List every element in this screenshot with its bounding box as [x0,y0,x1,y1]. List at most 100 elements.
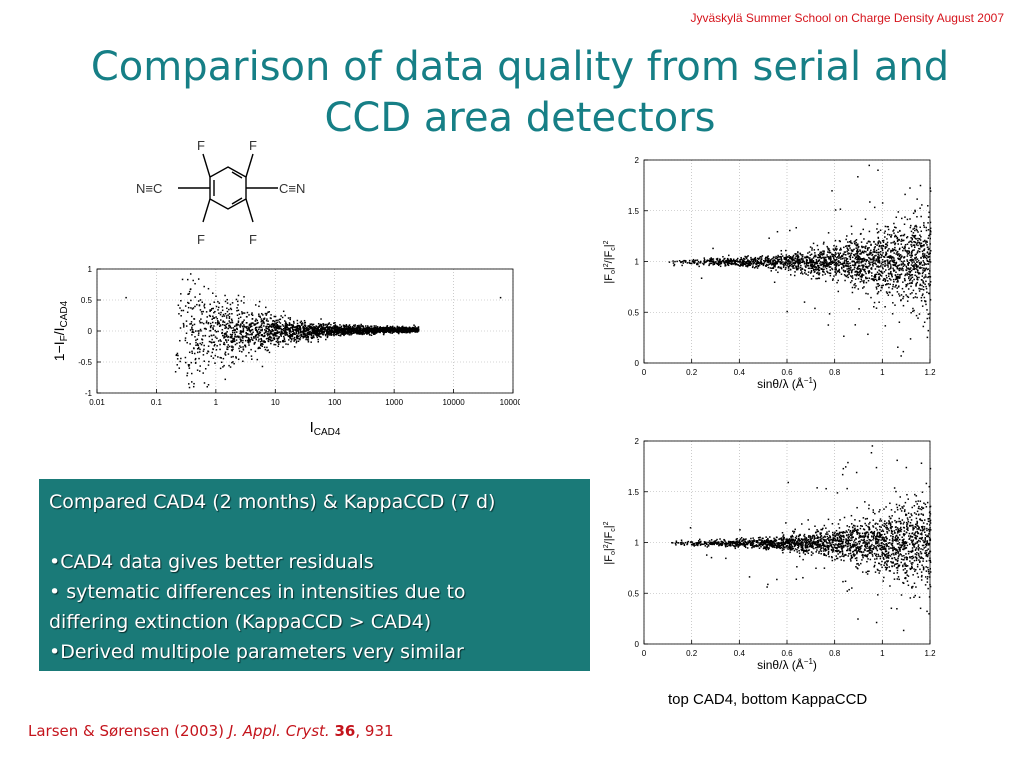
data-point [893,257,895,259]
data-point [847,263,850,265]
data-point [925,226,927,229]
data-point [886,256,889,258]
data-point [813,255,816,258]
data-point [877,261,879,263]
data-point [298,333,300,335]
data-point [296,319,299,322]
data-point [789,260,791,262]
data-point [336,333,338,335]
data-point [902,350,905,353]
data-point [395,329,397,331]
data-point [917,244,919,247]
data-point [848,271,850,274]
data-point [788,255,790,257]
data-point [278,331,281,333]
data-point [250,325,253,328]
data-point [279,327,281,329]
data-point [881,239,884,242]
data-point [888,291,891,293]
data-point [225,339,227,342]
data-point [217,356,219,358]
data-point [884,325,887,327]
data-point [925,229,928,232]
data-point [267,337,270,339]
data-point [894,246,896,249]
data-point [313,333,315,335]
data-point [910,252,913,255]
data-point [820,268,823,270]
data-point [916,265,919,268]
data-point [810,264,812,266]
data-point [244,344,247,347]
data-point [868,270,871,272]
data-point [877,251,879,254]
data-point [245,336,247,338]
data-point [297,329,299,332]
data-point [794,271,796,273]
data-point [380,328,383,331]
data-point [729,263,732,265]
data-point [284,323,287,325]
data-point [929,250,932,252]
data-point [264,329,266,331]
data-point [913,227,916,230]
data-point [207,384,210,386]
data-point [373,328,376,331]
data-point [308,332,311,334]
data-point [760,260,762,262]
data-point [837,279,839,282]
data-point [879,251,882,253]
data-point [849,275,852,277]
data-point [334,321,336,324]
data-point [864,218,867,220]
data-point [831,268,834,271]
data-point [924,276,926,278]
x-tick-label: 1000 [385,398,403,407]
data-point [739,262,741,264]
data-point [207,345,210,347]
data-point [327,333,329,336]
data-point [909,271,911,274]
data-point [254,304,257,306]
data-point [865,245,867,247]
data-point [724,263,726,265]
data-point [270,314,272,316]
data-point [825,259,827,261]
data-point [223,321,226,323]
data-point [235,339,238,341]
data-point [868,271,871,273]
data-point [795,253,797,255]
data-point [875,307,878,309]
data-point [852,249,854,251]
data-point [905,250,907,252]
data-point [869,241,871,243]
data-point [697,260,700,263]
data-point [226,310,229,313]
data-point [784,268,787,271]
data-point [225,317,228,319]
data-point [358,325,360,328]
data-point [288,339,290,341]
data-point [913,261,915,263]
x-tick-label: 0.2 [686,368,698,377]
data-point [199,293,201,295]
data-point [927,222,929,224]
data-point [227,353,230,355]
data-point [831,279,834,281]
data-point [194,305,196,308]
data-point [907,296,910,299]
data-point [915,224,917,227]
data-point [907,264,910,266]
data-point [285,322,288,325]
data-point [200,330,202,332]
data-point [914,246,916,249]
data-point [327,334,329,336]
data-point [823,258,826,260]
data-point [788,261,790,263]
data-point [858,264,860,267]
data-point [213,301,215,303]
data-point [708,264,710,267]
data-point [858,267,861,270]
data-point [299,321,302,324]
data-point [406,327,408,330]
